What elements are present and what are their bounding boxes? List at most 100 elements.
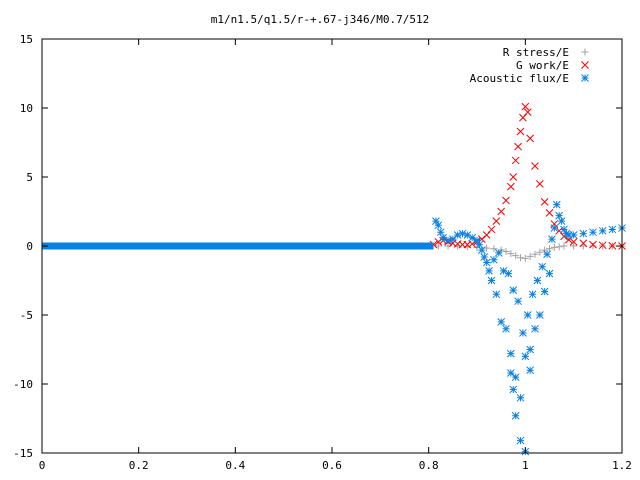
data-point xyxy=(499,266,508,275)
data-point xyxy=(557,217,566,226)
series-1 xyxy=(429,102,626,250)
x-tick-label: 0.8 xyxy=(419,459,439,472)
marker-cross xyxy=(492,217,501,226)
marker-star xyxy=(492,290,501,299)
data-point xyxy=(517,254,524,262)
data-point xyxy=(552,200,561,209)
data-point xyxy=(516,393,525,402)
data-point xyxy=(480,253,489,261)
data-point xyxy=(436,228,445,237)
data-point xyxy=(560,242,568,250)
data-point xyxy=(528,290,537,299)
data-point xyxy=(492,290,501,299)
marker-star xyxy=(509,286,518,295)
marker-star xyxy=(432,217,440,226)
y-tick-label: 15 xyxy=(20,33,33,46)
marker-star xyxy=(526,366,535,375)
data-point xyxy=(502,196,510,205)
data-point xyxy=(545,209,554,217)
data-point xyxy=(487,276,496,285)
data-point xyxy=(608,225,617,234)
marker-star xyxy=(463,231,472,239)
data-point xyxy=(463,231,472,239)
data-point xyxy=(531,324,539,333)
data-point xyxy=(535,180,544,188)
data-point xyxy=(579,229,588,238)
marker-star xyxy=(502,324,510,333)
data-point xyxy=(434,221,443,230)
marker-cross xyxy=(468,240,477,248)
data-point xyxy=(545,269,554,278)
data-point xyxy=(589,240,597,249)
data-point xyxy=(598,226,607,235)
data-point xyxy=(548,235,556,243)
data-point xyxy=(555,211,564,220)
data-point xyxy=(533,276,542,285)
marker-star xyxy=(564,231,573,239)
marker-star xyxy=(473,236,481,245)
data-point xyxy=(560,225,568,234)
marker-star xyxy=(540,287,549,296)
data-point xyxy=(506,369,515,377)
marker-star xyxy=(509,385,518,394)
marker-cross xyxy=(569,238,578,246)
marker-cross xyxy=(509,173,518,181)
marker-star xyxy=(528,290,537,299)
marker-star xyxy=(511,373,520,381)
x-tick-label: 0.4 xyxy=(225,459,245,472)
marker-star xyxy=(550,224,559,232)
data-point xyxy=(608,241,617,250)
data-point xyxy=(540,197,549,206)
marker-star xyxy=(468,233,477,242)
data-point xyxy=(475,240,484,249)
x-tick-label: 0.6 xyxy=(322,459,342,472)
y-tick-label: 10 xyxy=(20,102,33,115)
data-point xyxy=(538,262,547,271)
data-point xyxy=(504,269,513,278)
marker-star xyxy=(579,229,588,238)
data-point xyxy=(492,217,501,226)
data-point xyxy=(439,233,448,242)
data-point xyxy=(535,311,544,319)
marker-star xyxy=(497,318,506,326)
data-point xyxy=(502,248,510,256)
marker-plus xyxy=(555,243,563,251)
data-point xyxy=(521,102,530,111)
legend-label: Acoustic flux/E xyxy=(470,72,569,85)
marker-cross xyxy=(511,156,520,165)
marker-cross xyxy=(608,241,617,250)
data-point xyxy=(482,258,491,267)
marker-cross xyxy=(540,197,549,206)
marker-star xyxy=(535,311,544,319)
marker-star xyxy=(511,411,520,420)
marker-star xyxy=(543,250,551,259)
axes: 0 0.2 0.4 0.6 0.8 1 1.2 15 10 5 0 -5 -10 -15 xyxy=(13,33,632,472)
marker-cross xyxy=(535,180,544,188)
marker-cross xyxy=(516,127,525,136)
data-point xyxy=(487,225,496,234)
marker-star xyxy=(494,249,503,257)
marker-cross xyxy=(487,225,496,234)
marker-cross xyxy=(531,162,539,170)
marker-plus xyxy=(490,245,498,253)
data-point xyxy=(516,436,525,445)
marker-cross xyxy=(589,240,597,249)
marker-star xyxy=(557,217,566,226)
legend-marker xyxy=(581,61,589,69)
marker-star xyxy=(514,297,522,306)
legend-marker xyxy=(581,48,589,56)
marker-cross xyxy=(497,207,506,216)
data-point xyxy=(511,156,520,165)
marker-plus xyxy=(507,250,515,258)
series-2 xyxy=(42,200,626,456)
data-point xyxy=(512,252,520,260)
marker-plus xyxy=(589,242,597,250)
marker-plus xyxy=(581,48,589,56)
data-point xyxy=(514,297,522,306)
marker-star xyxy=(555,211,564,220)
data-point xyxy=(494,249,503,257)
marker-star xyxy=(434,221,443,230)
data-point xyxy=(506,349,515,358)
